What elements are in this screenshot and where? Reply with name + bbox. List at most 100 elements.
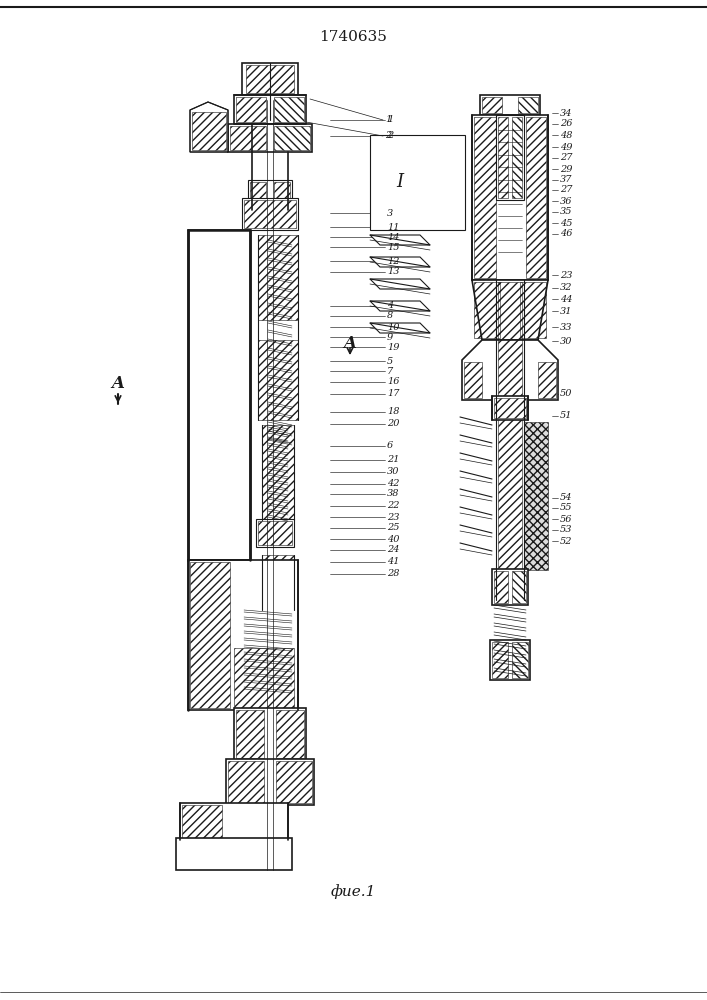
Bar (228, 124, 312, 152)
Text: 55: 55 (560, 504, 573, 512)
Bar (190, 562, 230, 708)
Text: фие.1: фие.1 (330, 885, 375, 899)
Text: 30: 30 (387, 468, 399, 477)
Text: 13: 13 (387, 267, 399, 276)
Bar (520, 282, 546, 338)
Bar (248, 180, 292, 200)
Bar (512, 571, 526, 603)
Bar (474, 117, 496, 278)
Bar (244, 200, 296, 228)
Text: 6: 6 (387, 442, 393, 450)
Bar (236, 97, 266, 122)
Bar (494, 398, 526, 418)
Text: 4: 4 (387, 302, 393, 310)
Bar (498, 117, 508, 198)
Text: 1: 1 (387, 115, 393, 124)
Text: 15: 15 (387, 242, 399, 251)
Text: 49: 49 (560, 142, 573, 151)
Bar (258, 235, 298, 320)
Text: 32: 32 (560, 284, 573, 292)
Bar (234, 708, 306, 760)
Text: 23: 23 (387, 512, 399, 522)
Text: 29: 29 (560, 164, 573, 174)
Text: 30: 30 (560, 336, 573, 346)
Bar (512, 117, 522, 198)
Bar (228, 761, 264, 803)
Bar (246, 65, 294, 93)
Bar (188, 230, 250, 560)
Text: 8: 8 (387, 312, 393, 320)
Polygon shape (370, 257, 430, 267)
Text: 28: 28 (387, 570, 399, 578)
Text: 26: 26 (560, 119, 573, 128)
Bar (490, 640, 530, 680)
Bar (256, 519, 294, 547)
Text: 3: 3 (387, 209, 393, 218)
Text: 2: 2 (385, 131, 391, 140)
Bar (492, 642, 508, 678)
Text: 5: 5 (387, 357, 393, 365)
Text: I: I (397, 173, 404, 191)
Text: 17: 17 (387, 389, 399, 398)
Text: 34: 34 (560, 108, 573, 117)
Bar (482, 97, 502, 113)
Bar (234, 648, 294, 708)
Text: 46: 46 (560, 230, 573, 238)
Bar (480, 95, 540, 115)
Text: 11: 11 (387, 223, 399, 232)
Text: 1740635: 1740635 (319, 30, 387, 44)
Text: 2: 2 (387, 131, 393, 140)
Bar (492, 396, 528, 420)
Text: 37: 37 (560, 176, 573, 184)
Text: 52: 52 (560, 536, 573, 546)
Text: 40: 40 (387, 534, 399, 544)
Bar (234, 95, 306, 124)
Bar (494, 571, 508, 603)
Text: 56: 56 (560, 514, 573, 524)
Text: 45: 45 (560, 219, 573, 228)
Bar (242, 63, 298, 95)
Text: 31: 31 (560, 306, 573, 316)
Text: 23: 23 (560, 270, 573, 279)
Bar (472, 115, 548, 280)
Text: 42: 42 (387, 480, 399, 488)
Text: 14: 14 (387, 232, 399, 241)
Polygon shape (472, 280, 548, 340)
Text: 51: 51 (560, 412, 573, 420)
Polygon shape (190, 102, 228, 152)
Text: 19: 19 (387, 342, 399, 352)
Text: 38: 38 (387, 489, 399, 498)
Bar (188, 560, 298, 710)
Text: 21: 21 (387, 456, 399, 464)
Bar (512, 642, 528, 678)
Bar (182, 805, 222, 838)
Bar (192, 112, 226, 150)
Bar (492, 569, 528, 605)
Text: 7: 7 (387, 366, 393, 375)
Polygon shape (370, 301, 430, 311)
Bar (370, 135, 465, 230)
Text: 54: 54 (560, 493, 573, 502)
Text: 35: 35 (560, 208, 573, 217)
Text: 36: 36 (560, 196, 573, 206)
Text: 22: 22 (387, 502, 399, 510)
Text: 1: 1 (385, 115, 391, 124)
Bar (276, 761, 312, 803)
Text: 41: 41 (387, 558, 399, 566)
Bar (474, 282, 500, 338)
Bar (242, 198, 298, 230)
Text: 20: 20 (387, 420, 399, 428)
Text: 27: 27 (560, 153, 573, 162)
Text: 9: 9 (387, 332, 393, 342)
Bar (518, 97, 538, 113)
Polygon shape (370, 323, 430, 333)
Text: 53: 53 (560, 526, 573, 534)
Text: 50: 50 (560, 389, 573, 398)
Bar (258, 340, 298, 420)
Text: 33: 33 (560, 322, 573, 332)
Bar (236, 710, 264, 758)
Bar (258, 521, 292, 545)
Text: 12: 12 (387, 256, 399, 265)
Text: 27: 27 (560, 186, 573, 194)
Text: 25: 25 (387, 524, 399, 532)
